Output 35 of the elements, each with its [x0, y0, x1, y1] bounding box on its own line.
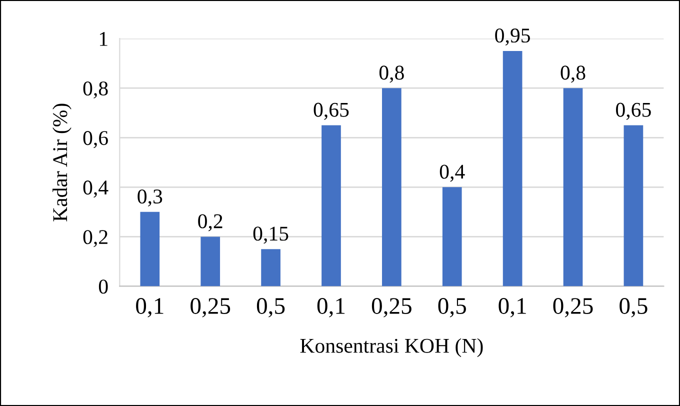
data-label: 0,8: [379, 66, 404, 83]
data-label: 0,65: [616, 102, 651, 120]
bar: [442, 187, 462, 286]
data-label: 0,95: [495, 28, 530, 46]
y-tick-label: 0,8: [83, 81, 108, 99]
bar: [502, 50, 522, 286]
x-tick-label: 0,5: [620, 298, 648, 318]
y-tick-label: 0,6: [83, 131, 108, 148]
bar: [140, 212, 160, 286]
x-tick-label: 0,1: [498, 298, 526, 318]
bar: [624, 125, 644, 286]
x-tick-label: 0,1: [317, 298, 345, 318]
x-tick-label: 0,25: [553, 298, 593, 318]
bar: [382, 88, 402, 286]
data-label: 0,65: [314, 102, 349, 120]
bar: [322, 125, 341, 286]
bar: [563, 88, 583, 286]
x-tick-label: 0,5: [438, 298, 466, 318]
y-tick-label: 0: [98, 280, 108, 294]
x-tick-label: 0,25: [372, 298, 412, 318]
y-tick-label: 1: [100, 32, 108, 46]
x-tick-label: 0,5: [256, 298, 285, 318]
bar: [261, 249, 280, 286]
y-tick-label: 0,2: [83, 230, 108, 248]
bar: [200, 236, 220, 286]
x-tick-label: 0,25: [190, 298, 230, 318]
data-label: 0,2: [198, 214, 222, 232]
y-axis-title: Kadar Air (%): [52, 104, 72, 222]
data-label: 0,15: [253, 226, 288, 244]
y-tick-label: 0,4: [83, 180, 108, 198]
x-tick-label: 0,1: [136, 298, 164, 318]
x-axis-title: Konsentrasi KOH (N): [300, 338, 483, 358]
data-label: 0,3: [138, 189, 162, 207]
data-label: 0,8: [560, 66, 586, 83]
data-label: 0,4: [440, 164, 465, 182]
